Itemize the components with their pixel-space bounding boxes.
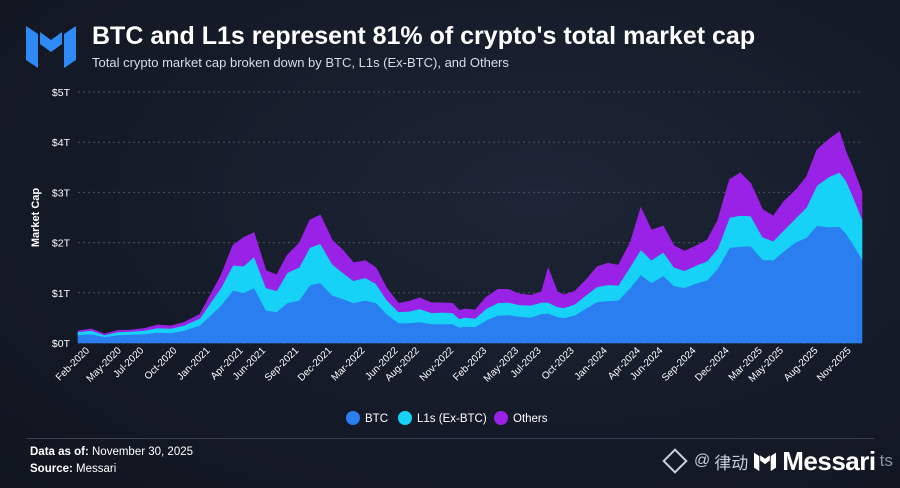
at-icon: @	[694, 452, 711, 469]
brand-footer: @ 律动 Messari ts	[662, 445, 893, 476]
x-tick-label: Dec-2021	[296, 345, 335, 384]
x-tick-label: Aug-2025	[782, 345, 821, 384]
x-tick-label: Oct-2020	[143, 345, 180, 382]
legend-label-0: BTC	[365, 413, 388, 425]
data-as-of-value: November 30, 2025	[92, 446, 194, 458]
x-tick-label: Jan-2021	[175, 345, 213, 383]
chart-subtitle: Total crypto market cap broken down by B…	[92, 55, 509, 70]
source: Source: Messari	[30, 463, 116, 475]
legend-label-1: L1s (Ex-BTC)	[417, 413, 487, 425]
messari-mark-icon	[754, 452, 777, 472]
messari-logo	[26, 26, 76, 68]
x-tick-label: Sep-2024	[660, 345, 699, 384]
y-tick-label: $1T	[52, 288, 71, 300]
watermark-diamond-icon	[662, 448, 688, 474]
chart-title: BTC and L1s represent 81% of crypto's to…	[92, 22, 756, 50]
y-tick-label: $5T	[52, 87, 71, 99]
x-tick-label: Sep-2021	[263, 345, 302, 384]
data-as-of-label: Data as of:	[30, 446, 89, 458]
others-area	[77, 131, 863, 336]
y-axis-label: Market Cap	[30, 188, 42, 248]
data-as-of: Data as of: November 30, 2025	[30, 446, 193, 458]
y-tick-label: $3T	[52, 187, 71, 199]
source-value: Messari	[76, 463, 117, 475]
brand-name: Messari	[782, 445, 876, 476]
x-tick-label: Jan-2024	[573, 345, 611, 383]
y-tick-label: $2T	[52, 238, 71, 250]
watermark-text: 律动	[714, 453, 749, 473]
y-tick-label: $4T	[52, 137, 71, 149]
legend-label-2: Others	[513, 413, 548, 425]
x-tick-label: Nov-2022	[418, 345, 457, 384]
source-label: Source:	[30, 463, 73, 475]
x-tick-label: Oct-2023	[540, 345, 577, 382]
legend-swatch-2	[494, 411, 508, 425]
footer-divider	[26, 438, 874, 439]
legend-swatch-1	[398, 411, 412, 425]
x-tick-label: Mar-2022	[329, 345, 367, 383]
y-tick-label: $0T	[52, 338, 71, 350]
x-tick-label: Nov-2025	[815, 345, 854, 384]
watermark-suffix: ts	[879, 451, 893, 470]
x-tick-label: Dec-2024	[693, 345, 732, 384]
legend-swatch-0	[346, 411, 360, 425]
